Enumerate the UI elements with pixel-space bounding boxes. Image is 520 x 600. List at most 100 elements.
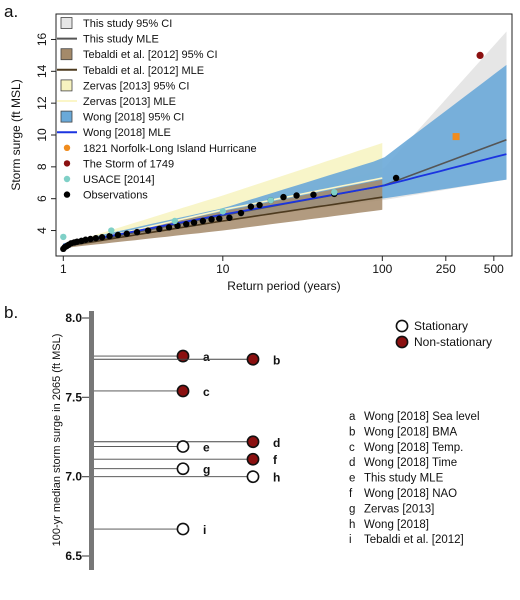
key-text-c: Wong [2018] Temp. [364, 442, 463, 454]
panel-a-y-axis-label: Storm surge (ft MSL) [9, 79, 23, 190]
legend-label-zervas-2013-95-ci: Zervas [2013] 95% CI [83, 80, 189, 92]
key-letter-d: d [349, 457, 355, 469]
legend-swatch-usace-2014 [63, 175, 71, 183]
x-tick-label: 500 [484, 262, 504, 276]
key-text-a: Wong [2018] Sea level [364, 411, 480, 423]
legend-label-usace-2014: USACE [2014] [83, 174, 155, 186]
observation-point [293, 192, 300, 199]
panel-b-points: a b c d e f g h i [94, 349, 280, 537]
key-text-e: This study MLE [364, 473, 444, 485]
usace-point [331, 189, 338, 196]
observation-point [392, 174, 400, 182]
key-text-d: Wong [2018] Time [364, 457, 457, 469]
key-letter-h: h [349, 519, 355, 531]
y-tick-label: 7.0 [65, 470, 82, 484]
key-text-i: Tebaldi et al. [2012] [364, 534, 464, 546]
point-label-c: c [203, 385, 210, 399]
panel-a-legend: This study 95% CI This study MLE Tebaldi e… [57, 17, 257, 202]
x-tick-label: 1 [60, 262, 67, 276]
key-letter-i: i [349, 534, 352, 546]
legend-label-this-study-95-ci: This study 95% CI [83, 18, 172, 30]
x-tick-label: 250 [436, 262, 456, 276]
observation-point [106, 232, 113, 240]
key-text-g: Zervas [2013] [364, 503, 434, 515]
legend-label-this-study-mle: This study MLE [83, 34, 159, 46]
point-label-d: d [273, 436, 280, 450]
key-letter-g: g [349, 503, 355, 515]
observation-point [256, 201, 263, 209]
key-letter-e: e [349, 473, 355, 485]
legend-label-non-stationary: Non-stationary [414, 335, 492, 349]
observation-point [92, 234, 100, 242]
usace-point [267, 197, 275, 204]
panel-a: a. 1 10 100 250 500 4 6 8 10 12 14 16 This study 95… [4, 2, 513, 293]
band-zervas-2013-95-ci [63, 143, 383, 248]
panel-b-ticks: 6.5 7.0 7.5 8.0 [65, 311, 89, 563]
hurricane-1821-point [452, 133, 460, 141]
observation-point [174, 222, 181, 229]
key-letter-b: b [349, 426, 355, 438]
legend-label-wong-2018-mle: Wong [2018] MLE [83, 127, 171, 139]
point-b [246, 352, 260, 366]
legend-label-zervas-2013-mle: Zervas [2013] MLE [83, 96, 176, 108]
y-tick-label: 8.0 [65, 311, 82, 325]
key-text-f: Wong [2018] NAO [364, 488, 457, 500]
band-wong-2018-95-ci [63, 64, 507, 249]
y-tick-label: 10 [35, 128, 49, 142]
key-text-h: Wong [2018] [364, 519, 429, 531]
point-g [176, 462, 190, 476]
legend-swatch-the-storm-of-1749 [63, 160, 71, 167]
observation-point [280, 193, 287, 201]
observation-point [183, 220, 190, 228]
key-letter-a: a [349, 411, 356, 423]
storm-1749-point [476, 51, 484, 59]
observation-point [156, 225, 163, 233]
legend-swatch-observations [63, 191, 71, 198]
y-tick-label: 14 [35, 64, 49, 78]
point-label-a: a [203, 350, 210, 364]
observation-point [123, 230, 130, 237]
point-label-h: h [273, 471, 280, 485]
point-label-i: i [203, 523, 206, 537]
y-tick-label: 16 [35, 32, 49, 46]
panel-b-legend: Stationary Non-stationary [395, 319, 492, 349]
panel-a-label: a. [4, 2, 18, 21]
point-c [176, 384, 190, 398]
point-a [176, 349, 190, 363]
legend-swatch-zervas-2013-95-ci [60, 79, 73, 92]
x-tick-label: 100 [372, 262, 392, 276]
y-tick-label: 7.5 [65, 390, 82, 404]
point-e [176, 440, 190, 453]
observation-point [98, 234, 106, 241]
legend-swatch-tebaldi-et-al-2012-95-ci [60, 48, 73, 61]
usace-point [60, 233, 67, 241]
usace-point [219, 208, 227, 215]
observation-point [133, 228, 141, 236]
observation-point [165, 224, 173, 231]
legend-label-1821-norfolk-long-island-hurricane: 1821 Norfolk-Long Island Hurricane [83, 143, 257, 155]
panel-b-label: b. [4, 303, 18, 322]
y-tick-label: 6 [35, 195, 49, 202]
observation-point [216, 215, 223, 222]
legend-label-tebaldi-et-al-2012-mle: Tebaldi et al. [2012] MLE [83, 65, 204, 77]
y-tick-label: 6.5 [65, 549, 82, 563]
observation-point [247, 203, 255, 210]
y-tick-label: 8 [35, 163, 49, 170]
panel-b-y-axis-label: 100-yr median storm surge in 2065 (ft MS… [51, 334, 63, 547]
observation-point [190, 219, 198, 226]
panel-a-x-axis-label: Return period (years) [227, 279, 340, 293]
point-i [176, 522, 190, 536]
observation-point [82, 236, 89, 243]
key-text-b: Wong [2018] BMA [364, 426, 457, 438]
point-label-g: g [203, 463, 210, 477]
usace-point [108, 227, 115, 234]
observation-point [144, 227, 152, 234]
key-letter-f: f [349, 488, 353, 500]
legend-marker-non-stationary [395, 335, 409, 349]
observation-point [208, 216, 215, 223]
y-tick-label: 12 [35, 96, 49, 110]
observation-point [237, 209, 245, 217]
